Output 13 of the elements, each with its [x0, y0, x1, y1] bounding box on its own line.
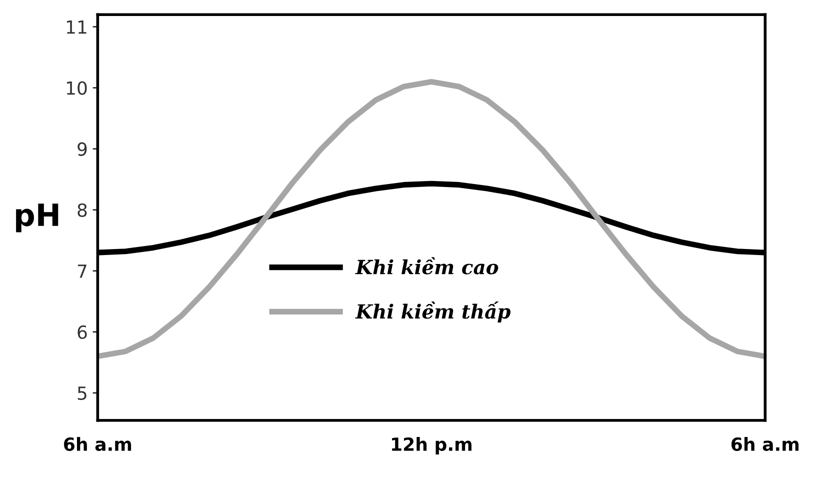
y-tick-label: 10	[66, 81, 87, 95]
legend-label: Khi kiềm cao	[355, 257, 498, 274]
y-tick-label: 8	[78, 203, 87, 217]
y-tick-label: 11	[66, 20, 86, 34]
legend-label: Khi kiềm thấp	[355, 301, 510, 323]
x-tick-label: 12h p.m	[392, 437, 472, 455]
x-tick-label: 6h a.m	[64, 437, 132, 452]
y-tick-label: 9	[78, 142, 87, 156]
y-tick-label: 6	[78, 325, 87, 340]
y-axis-title: pH	[16, 204, 58, 232]
x-tick-label: 6h a.m	[732, 437, 799, 452]
y-tick-label: 5	[78, 386, 86, 400]
y-tick-label: 7	[78, 264, 86, 278]
